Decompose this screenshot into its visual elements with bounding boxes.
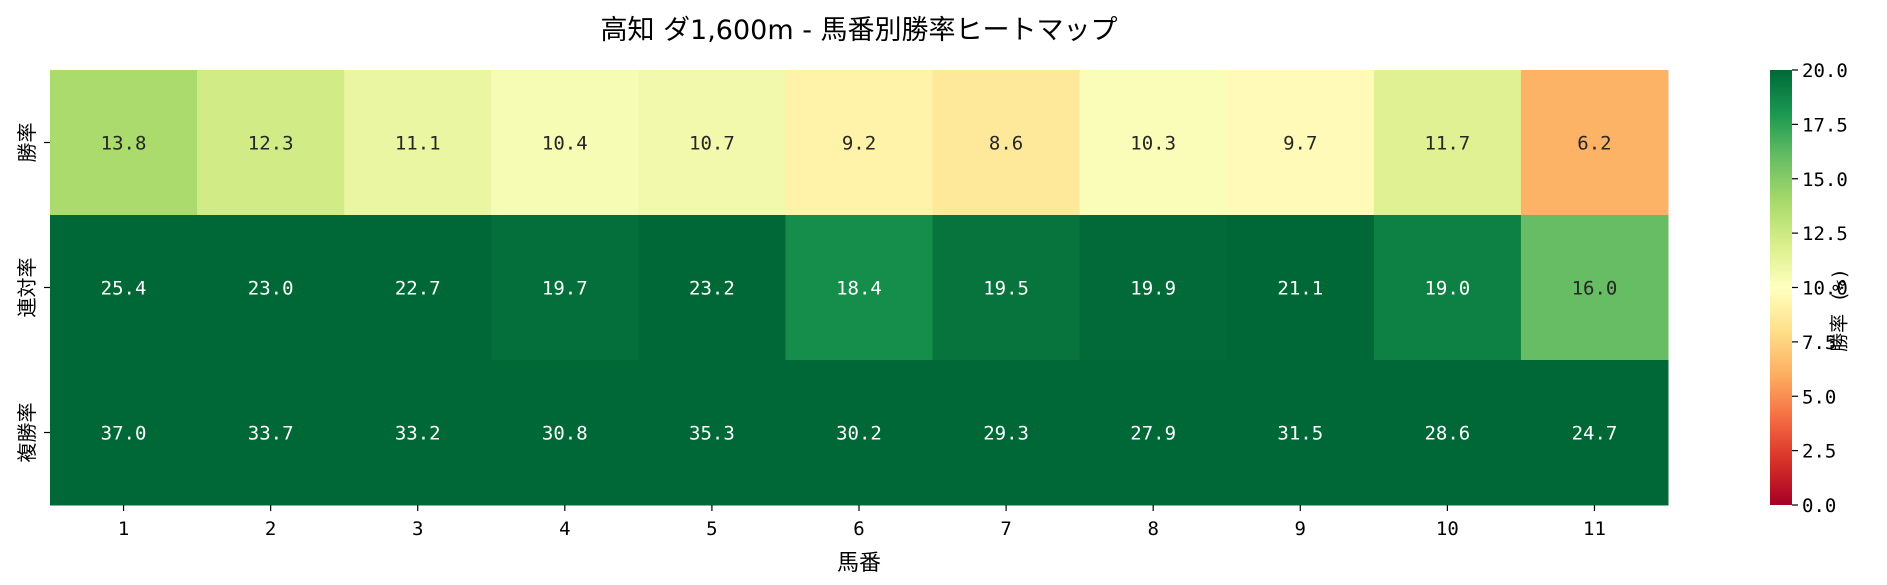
- x-axis-ticks: 1 2 3 4 5 6 7 8 9 10 11: [118, 505, 1606, 540]
- heatmap-cell: [197, 360, 345, 506]
- colorbar-gradient: [1770, 70, 1792, 505]
- heatmap-cell: [1079, 215, 1228, 361]
- cell-value-label: 9.7: [1283, 133, 1317, 155]
- heatmap-cell: [932, 70, 1081, 216]
- x-tick-label: 6: [853, 518, 864, 540]
- cell-value-label: 33.7: [248, 423, 294, 445]
- x-tick-label: 11: [1583, 518, 1606, 540]
- cell-value-label: 27.9: [1130, 423, 1176, 445]
- heatmap-cell: [344, 70, 492, 216]
- heatmap-cell: [1373, 360, 1522, 506]
- cell-value-label: 23.2: [689, 278, 735, 300]
- chart-title: 高知 ダ1,600m - 馬番別勝率ヒートマップ: [600, 15, 1118, 46]
- cell-value-label: 16.0: [1572, 278, 1618, 300]
- heatmap-cell: [1520, 215, 1669, 361]
- cell-value-label: 33.2: [395, 423, 441, 445]
- heatmap-cell: [1373, 215, 1522, 361]
- heatmap-cell: [1520, 360, 1669, 506]
- cell-value-label: 29.3: [983, 423, 1029, 445]
- heatmap-cell: [785, 360, 934, 506]
- cell-value-label: 37.0: [101, 423, 147, 445]
- cell-value-label: 12.3: [248, 133, 294, 155]
- colorbar-tick-label: 7.5: [1802, 332, 1836, 354]
- x-tick-label: 3: [412, 518, 423, 540]
- cell-value-label: 11.1: [395, 133, 441, 155]
- x-tick-label: 9: [1295, 518, 1306, 540]
- colorbar-tick-label: 2.5: [1802, 441, 1836, 463]
- cell-value-label: 19.0: [1424, 278, 1470, 300]
- cell-value-label: 10.3: [1130, 133, 1176, 155]
- colorbar-tick-label: 0.0: [1802, 495, 1836, 517]
- heatmap-cell: [1373, 70, 1522, 216]
- heatmap-cell: [638, 70, 786, 216]
- heatmap-cell: [1079, 360, 1228, 506]
- cell-value-label: 35.3: [689, 423, 735, 445]
- cell-value-label: 23.0: [248, 278, 294, 300]
- colorbar-label: 勝率 (%): [1828, 268, 1851, 352]
- x-tick-label: 5: [706, 518, 717, 540]
- colorbar-tick-label: 17.5: [1802, 114, 1848, 136]
- heatmap-cell: [785, 70, 934, 216]
- heatmap-cell: [638, 360, 786, 506]
- cell-value-label: 18.4: [836, 278, 882, 300]
- heatmap-cell: [1226, 215, 1375, 361]
- y-tick-label: 複勝率: [15, 403, 39, 463]
- cell-value-label: 11.7: [1424, 133, 1470, 155]
- cell-value-label: 13.8: [101, 133, 147, 155]
- cell-value-label: 28.6: [1424, 423, 1470, 445]
- cell-value-label: 6.2: [1577, 133, 1611, 155]
- colorbar-tick-label: 5.0: [1802, 386, 1836, 408]
- x-axis-label: 馬番: [836, 551, 881, 576]
- colorbar: 0.0 2.5 5.0 7.5 10.0 12.5 15.0 17.5 20.0: [1770, 60, 1848, 517]
- cell-value-label: 9.2: [842, 133, 876, 155]
- heatmap-cell: [50, 360, 198, 506]
- colorbar-tick-label: 12.5: [1802, 223, 1848, 245]
- heatmap-cells: 13.8 12.3 11.1 10.4 10.7 9.2 8.6 10.3 9.7 11.7 6.2…: [50, 70, 1669, 506]
- cell-value-label: 31.5: [1277, 423, 1323, 445]
- heatmap-cell: [50, 215, 198, 361]
- x-tick-label: 2: [265, 518, 276, 540]
- heatmap-cell: [1079, 70, 1228, 216]
- x-tick-label: 1: [118, 518, 129, 540]
- heatmap-cell: [1520, 70, 1669, 216]
- heatmap-cell: [491, 70, 639, 216]
- heatmap-cell: [197, 70, 345, 216]
- cell-value-label: 8.6: [989, 133, 1023, 155]
- cell-value-label: 25.4: [101, 278, 147, 300]
- colorbar-tick-label: 15.0: [1802, 169, 1848, 191]
- cell-value-label: 30.8: [542, 423, 588, 445]
- colorbar-tick-label: 10.0: [1802, 278, 1848, 300]
- cell-value-label: 19.9: [1130, 278, 1176, 300]
- heatmap-cell: [1226, 360, 1375, 506]
- x-tick-label: 8: [1147, 518, 1158, 540]
- heatmap-cell: [491, 215, 639, 361]
- heatmap-cell: [491, 360, 639, 506]
- y-tick-label: 連対率: [15, 258, 39, 318]
- y-tick-label: 勝率: [15, 123, 39, 163]
- heatmap-cell: [50, 70, 198, 216]
- heatmap-cell: [785, 215, 934, 361]
- heatmap-cell: [932, 360, 1081, 506]
- cell-value-label: 30.2: [836, 423, 882, 445]
- heatmap-cell: [344, 215, 492, 361]
- cell-value-label: 24.7: [1572, 423, 1618, 445]
- heatmap-cell: [1226, 70, 1375, 216]
- x-tick-label: 4: [559, 518, 570, 540]
- x-tick-label: 10: [1436, 518, 1459, 540]
- x-tick-label: 7: [1000, 518, 1011, 540]
- cell-value-label: 22.7: [395, 278, 441, 300]
- heatmap-cell: [344, 360, 492, 506]
- cell-value-label: 10.7: [689, 133, 735, 155]
- heatmap-cell: [638, 215, 786, 361]
- cell-value-label: 19.7: [542, 278, 588, 300]
- cell-value-label: 10.4: [542, 133, 588, 155]
- heatmap-cell: [197, 215, 345, 361]
- cell-value-label: 19.5: [983, 278, 1029, 300]
- heatmap-cell: [932, 215, 1081, 361]
- colorbar-tick-label: 20.0: [1802, 60, 1848, 82]
- cell-value-label: 21.1: [1277, 278, 1323, 300]
